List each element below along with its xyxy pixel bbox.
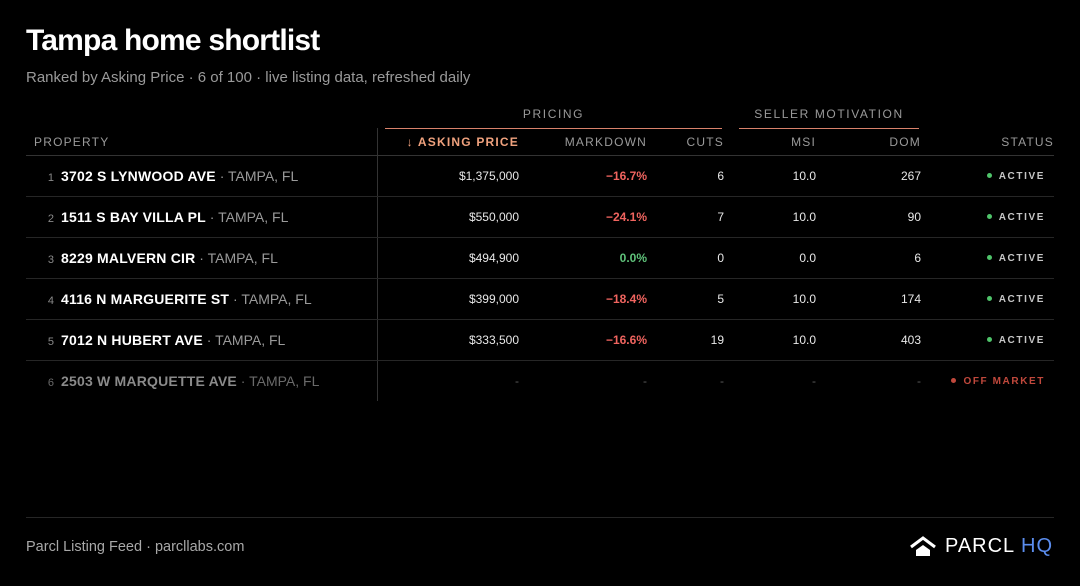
cell-msi: 10.0 <box>724 278 816 320</box>
cell-msi: 10.0 <box>724 155 816 197</box>
cell-markdown: −24.1% <box>519 196 647 238</box>
cell-asking-price: $399,000 <box>377 278 519 320</box>
cell-property: 1 3702 S LYNWOOD AVE · TAMPA, FL <box>26 155 378 197</box>
cell-status: ACTIVE <box>921 278 1054 320</box>
cell-markdown: −16.7% <box>519 155 647 197</box>
dot-icon <box>986 213 992 219</box>
group-header-seller-motivation: SELLER MOTIVATION <box>739 107 919 129</box>
cell-markdown: - <box>643 374 647 388</box>
property-street[interactable]: 7012 N HUBERT AVE <box>61 332 203 348</box>
page-subtitle: Ranked by Asking Price · 6 of 100 · live… <box>26 69 471 86</box>
cell-property: 2 1511 S BAY VILLA PL · TAMPA, FL <box>26 196 378 238</box>
brand-logo: PARCL HQ <box>909 535 1053 558</box>
cell-markdown: −16.6% <box>519 319 647 361</box>
cell-markdown: −18.4% <box>519 278 647 320</box>
footer-divider <box>26 517 1054 518</box>
status-badge: ACTIVE <box>998 211 1045 223</box>
status-badge: ACTIVE <box>998 334 1045 346</box>
cell-dom: 403 <box>816 319 921 361</box>
cell-cuts: 0 <box>647 237 724 279</box>
property-street[interactable]: 2503 W MARQUETTE AVE <box>61 373 237 389</box>
table-row[interactable]: 2 1511 S BAY VILLA PL · TAMPA, FL $550,000… <box>26 196 1054 238</box>
cell-dom: - <box>917 374 921 388</box>
cell-asking-price: - <box>515 374 519 388</box>
status-badge: ACTIVE <box>998 170 1045 182</box>
house-icon <box>910 535 936 556</box>
status-badge: OFF MARKET <box>963 375 1045 387</box>
cell-cuts: 19 <box>647 319 724 361</box>
column-header-asking-price[interactable]: ↓ ASKING PRICE <box>377 128 519 156</box>
cell-asking-price: $1,375,000 <box>377 155 519 197</box>
cell-msi: - <box>812 374 816 388</box>
column-header-asking-price-label: ASKING PRICE <box>417 134 519 149</box>
cell-cuts: 7 <box>647 196 724 238</box>
property-street[interactable]: 1511 S BAY VILLA PL <box>61 209 206 225</box>
column-header-dom[interactable]: DOM <box>816 128 921 156</box>
property-city: · TAMPA, FL <box>195 250 278 266</box>
cell-property: 4 4116 N MARGUERITE ST · TAMPA, FL <box>26 278 378 320</box>
cell-status: ACTIVE <box>921 319 1054 361</box>
property-city: · TAMPA, FL <box>202 332 286 348</box>
cell-dom: 6 <box>816 237 921 279</box>
row-rank: 3 <box>47 254 54 266</box>
cell-cuts: 5 <box>647 278 724 320</box>
cell-dom: 174 <box>816 278 921 320</box>
property-street[interactable]: 4116 N MARGUERITE ST <box>61 291 230 307</box>
row-rank: 5 <box>47 336 54 348</box>
table-row[interactable]: 6 2503 W MARQUETTE AVE · TAMPA, FL - - - - - OF… <box>26 360 1054 402</box>
column-header-property[interactable]: PROPERTY <box>26 128 378 156</box>
cell-cuts: 6 <box>647 155 724 197</box>
cell-dom: 267 <box>816 155 921 197</box>
table-row[interactable]: 5 7012 N HUBERT AVE · TAMPA, FL $333,500 −1… <box>26 319 1054 361</box>
dot-icon <box>986 172 992 178</box>
property-city: · TAMPA, FL <box>229 291 312 307</box>
row-rank: 4 <box>47 295 54 307</box>
status-badge: ACTIVE <box>998 252 1045 264</box>
status-badge: ACTIVE <box>998 293 1045 305</box>
cell-status: OFF MARKET <box>921 361 1054 402</box>
cell-property: 5 7012 N HUBERT AVE · TAMPA, FL <box>26 319 378 361</box>
cell-property: 3 8229 MALVERN CIR · TAMPA, FL <box>26 237 378 279</box>
cell-asking-price: $494,900 <box>377 237 519 279</box>
property-city: · TAMPA, FL <box>236 373 320 389</box>
table-row[interactable]: 4 4116 N MARGUERITE ST · TAMPA, FL $399,00… <box>26 278 1054 320</box>
property-street[interactable]: 3702 S LYNWOOD AVE <box>61 168 216 184</box>
property-city: · TAMPA, FL <box>215 168 299 184</box>
table-row[interactable]: 3 8229 MALVERN CIR · TAMPA, FL $494,900 0.0… <box>26 237 1054 279</box>
column-header-markdown[interactable]: MARKDOWN <box>519 128 647 156</box>
column-header-msi[interactable]: MSI <box>724 128 816 156</box>
page-title: Tampa home shortlist <box>26 24 320 57</box>
cell-msi: 10.0 <box>724 196 816 238</box>
listings-table: PROPERTY ↓ ASKING PRICE MARKDOWN CUTS MS… <box>26 128 1054 401</box>
dot-icon <box>986 295 992 301</box>
cell-msi: 10.0 <box>724 319 816 361</box>
table-row[interactable]: 1 3702 S LYNWOOD AVE · TAMPA, FL $1,375,00… <box>26 155 1054 197</box>
brand-name: PARCL <box>944 535 1015 557</box>
cell-property: 6 2503 W MARQUETTE AVE · TAMPA, FL <box>26 360 378 401</box>
group-header-pricing: PRICING <box>385 107 722 129</box>
row-rank: 2 <box>47 213 54 225</box>
cell-dom: 90 <box>816 196 921 238</box>
cell-status: ACTIVE <box>921 237 1054 279</box>
dot-icon <box>986 336 992 342</box>
cell-asking-price: $333,500 <box>377 319 519 361</box>
row-rank: 1 <box>47 172 54 184</box>
cell-cuts: - <box>720 374 724 388</box>
dot-icon <box>951 377 957 383</box>
cell-status: ACTIVE <box>921 196 1054 238</box>
cell-asking-price: $550,000 <box>377 196 519 238</box>
arrow-down-icon: ↓ <box>406 134 414 149</box>
cell-msi: 0.0 <box>724 237 816 279</box>
brand-name-accent: HQ <box>1021 535 1053 557</box>
column-header-cuts[interactable]: CUTS <box>647 128 724 156</box>
cell-markdown: 0.0% <box>519 237 647 279</box>
dot-icon <box>986 254 992 260</box>
property-street[interactable]: 8229 MALVERN CIR <box>61 250 196 266</box>
property-city: · TAMPA, FL <box>205 209 289 225</box>
column-header-status[interactable]: STATUS <box>921 128 1054 156</box>
footer-source: Parcl Listing Feed · parcllabs.com <box>26 539 245 555</box>
cell-status: ACTIVE <box>921 155 1054 197</box>
row-rank: 6 <box>47 377 54 389</box>
table-header-row: PROPERTY ↓ ASKING PRICE MARKDOWN CUTS MS… <box>26 128 1054 156</box>
